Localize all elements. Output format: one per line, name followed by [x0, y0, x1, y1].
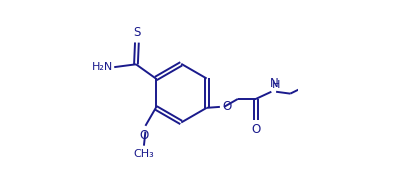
- Text: N: N: [269, 77, 278, 90]
- Text: S: S: [133, 26, 140, 39]
- Text: O: O: [251, 123, 260, 136]
- Text: H₂N: H₂N: [91, 62, 113, 72]
- Text: CH₃: CH₃: [133, 149, 154, 159]
- Text: O: O: [139, 129, 149, 142]
- Text: H: H: [271, 80, 279, 90]
- Text: O: O: [222, 100, 231, 113]
